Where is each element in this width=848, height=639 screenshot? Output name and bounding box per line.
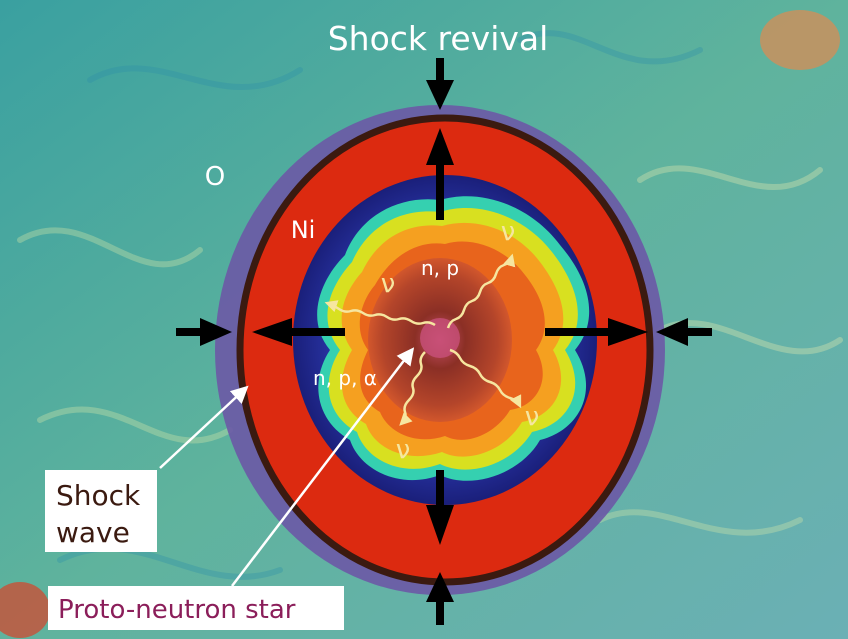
shock-wave-pointer	[159, 385, 249, 469]
neutrino-label-lower-right: ν	[525, 402, 540, 432]
neutrino-arrow-upper-right	[446, 253, 516, 329]
hot-spot-bottom-left	[0, 582, 50, 638]
shock-wave-callout-box	[45, 470, 157, 552]
nickel-label: Ni	[291, 216, 316, 244]
shock-wave-label-line1: Shock	[56, 479, 141, 512]
neutrino-label-lower-left: ν	[396, 435, 411, 465]
proto-neutron-star-label: Proto-neutron star	[58, 595, 296, 625]
inward-arrows	[176, 58, 712, 625]
diagram-title: Shock revival	[328, 19, 549, 58]
neutrino-label-upper-left: ν	[381, 269, 396, 299]
neutrino-arrow-upper-left	[324, 300, 436, 327]
inward-arrow-bottom	[426, 572, 454, 625]
neutrino-label-upper-right: ν	[501, 217, 516, 247]
inward-arrow-top	[426, 58, 454, 110]
proto-neutron-star-callout-box	[48, 586, 344, 630]
outward-arrow-up	[426, 128, 454, 220]
inward-arrow-right	[656, 318, 712, 346]
outward-arrow-down	[426, 470, 454, 545]
neutrino-arrow-lower-right	[449, 348, 522, 409]
neutrino-arrows	[324, 253, 522, 426]
outer-npa-label: n, p, α	[313, 366, 377, 390]
inner-np-label: n, p	[421, 256, 459, 280]
neutrino-arrow-lower-left	[399, 351, 426, 426]
shock-wave-label-line2: wave	[56, 516, 130, 549]
outward-arrows	[252, 128, 648, 545]
outward-arrow-left	[252, 318, 345, 346]
outward-arrow-right	[545, 318, 648, 346]
shock-wave-ring	[236, 114, 654, 586]
proto-neutron-star	[420, 318, 460, 358]
proto-neutron-star-callout: Proto-neutron star	[48, 586, 344, 630]
shock-wave-callout: Shock wave	[45, 470, 157, 552]
oxygen-label: O	[205, 162, 225, 192]
inward-arrow-left	[176, 318, 232, 346]
hot-spot-top-right	[760, 10, 840, 70]
proto-neutron-star-pointer	[231, 347, 415, 587]
